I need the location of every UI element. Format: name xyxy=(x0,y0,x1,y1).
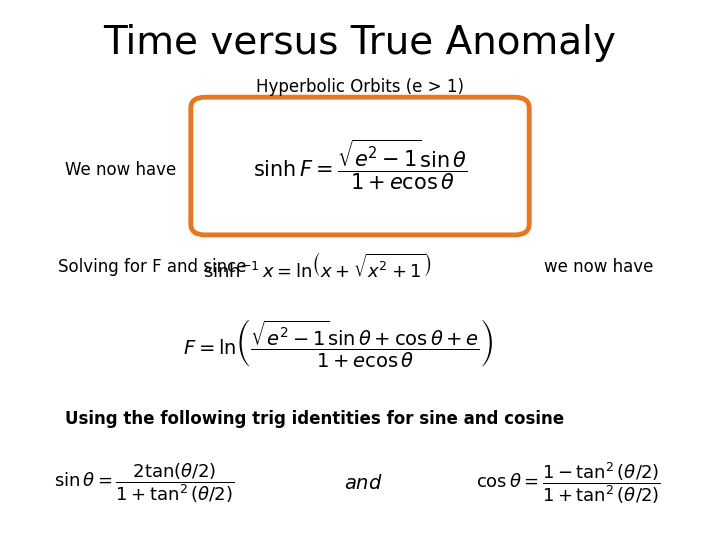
Text: $\mathit{and}$: $\mathit{and}$ xyxy=(344,474,383,493)
Text: Hyperbolic Orbits (e > 1): Hyperbolic Orbits (e > 1) xyxy=(256,78,464,96)
Text: $\sinh F = \dfrac{\sqrt{e^2-1}\sin\theta}{1+e\cos\theta}$: $\sinh F = \dfrac{\sqrt{e^2-1}\sin\theta… xyxy=(253,137,467,192)
Text: $\sinh^{-1} x = \ln\!\left(x + \sqrt{x^2+1}\right)$: $\sinh^{-1} x = \ln\!\left(x + \sqrt{x^2… xyxy=(202,253,431,282)
Text: Solving for F and since: Solving for F and since xyxy=(58,258,246,276)
Text: $\sin\theta = \dfrac{2\tan(\theta/2)}{1+\tan^2(\theta/2)}$: $\sin\theta = \dfrac{2\tan(\theta/2)}{1+… xyxy=(54,461,234,505)
Text: $F = \ln\!\left(\dfrac{\sqrt{e^2-1}\sin\theta + \cos\theta + e}{1+e\cos\theta}\r: $F = \ln\!\left(\dfrac{\sqrt{e^2-1}\sin\… xyxy=(184,317,493,369)
Text: Using the following trig identities for sine and cosine: Using the following trig identities for … xyxy=(65,409,564,428)
Text: $\cos\theta = \dfrac{1-\tan^2(\theta/2)}{1+\tan^2(\theta/2)}$: $\cos\theta = \dfrac{1-\tan^2(\theta/2)}… xyxy=(477,461,661,506)
Text: We now have: We now have xyxy=(65,161,176,179)
FancyBboxPatch shape xyxy=(191,97,529,235)
Text: Time versus True Anomaly: Time versus True Anomaly xyxy=(104,24,616,62)
Text: we now have: we now have xyxy=(544,258,653,276)
